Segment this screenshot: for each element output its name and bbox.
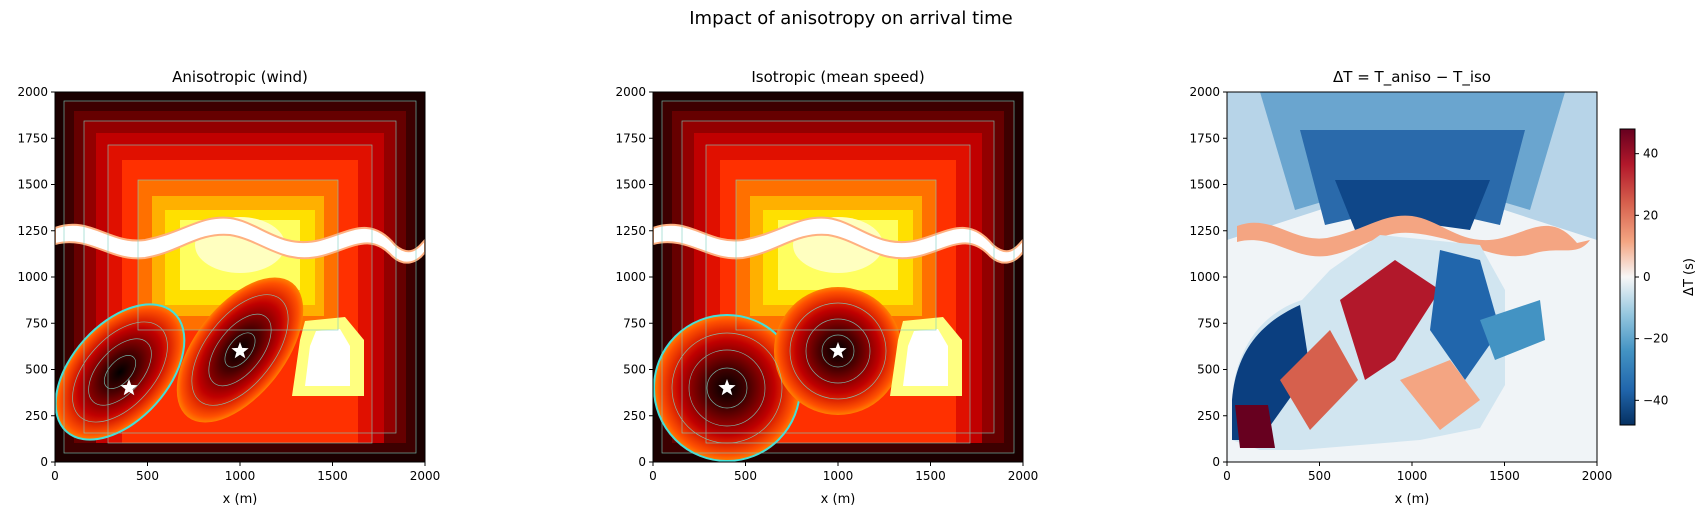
x-tick-label: 500: [1308, 469, 1331, 483]
panel-title: Isotropic (mean speed): [751, 68, 924, 86]
colorbar: 40 20 0 −20 −40 ΔT (s): [1619, 128, 1697, 426]
y-tick-label: 0: [40, 455, 48, 469]
y-tick-label: 0: [1212, 455, 1220, 469]
y-tick-label: 1750: [1189, 131, 1220, 145]
x-tick-label: 2000: [410, 469, 441, 483]
panel-anisotropic: Anisotropic (wind): [17, 68, 440, 507]
y-tick-label: 250: [25, 409, 48, 423]
y-tick-label: 2000: [17, 85, 48, 99]
y-tick-label: 1000: [1189, 270, 1220, 284]
y-tick-label: 1750: [615, 131, 646, 145]
y-tick-label: 250: [1197, 409, 1220, 423]
y-tick-label: 500: [1197, 363, 1220, 377]
x-tick-label: 500: [136, 469, 159, 483]
arrival-time-field: [55, 92, 425, 462]
x-tick-label: 500: [734, 469, 757, 483]
y-tick-label: 1750: [17, 131, 48, 145]
y-tick-label: 250: [623, 409, 646, 423]
y-tick-label: 1500: [1189, 178, 1220, 192]
figure-title: Impact of anisotropy on arrival time: [689, 8, 1012, 29]
y-tick-label: 1250: [17, 224, 48, 238]
y-tick-label: 750: [1197, 316, 1220, 330]
source-star: [718, 379, 736, 396]
colorbar-tick-label: −20: [1643, 332, 1668, 346]
y-tick-label: 500: [623, 363, 646, 377]
arrival-time-field: [653, 92, 1023, 462]
colorbar-label: ΔT (s): [1682, 258, 1697, 296]
y-tick-label: 0: [638, 455, 646, 469]
x-tick-label: 1500: [1489, 469, 1520, 483]
y-tick-label: 1250: [1189, 224, 1220, 238]
panel-title: ΔT = T_aniso − T_iso: [1333, 68, 1491, 87]
colorbar-tick-label: 20: [1643, 208, 1658, 222]
y-tick-label: 1500: [17, 178, 48, 192]
panel-delta-t: ΔT = T_aniso − T_iso 0 500 1000 1500 2000 0 25…: [1189, 68, 1697, 507]
y-tick-label: 500: [25, 363, 48, 377]
x-tick-label: 2000: [1582, 469, 1613, 483]
x-axis-label: x (m): [821, 492, 856, 507]
x-tick-label: 1500: [317, 469, 348, 483]
panel-title: Anisotropic (wind): [172, 68, 308, 86]
source-star: [829, 342, 847, 359]
x-tick-label: 1500: [915, 469, 946, 483]
x-tick-label: 2000: [1008, 469, 1039, 483]
y-tick-label: 1250: [615, 224, 646, 238]
y-tick-label: 2000: [1189, 85, 1220, 99]
y-tick-label: 1500: [615, 178, 646, 192]
colorbar-tick-label: −40: [1643, 393, 1668, 407]
y-tick-label: 750: [623, 316, 646, 330]
x-tick-label: 1000: [1397, 469, 1428, 483]
x-tick-label: 1000: [225, 469, 256, 483]
panel-isotropic: Isotropic (mean speed): [615, 68, 1038, 507]
x-tick-label: 0: [649, 469, 657, 483]
y-tick-label: 750: [25, 316, 48, 330]
source-star: [120, 379, 138, 396]
y-tick-label: 2000: [615, 85, 646, 99]
source-star: [231, 342, 249, 359]
y-tick-label: 1000: [17, 270, 48, 284]
x-tick-label: 0: [51, 469, 59, 483]
x-tick-label: 0: [1223, 469, 1231, 483]
x-axis-label: x (m): [223, 492, 258, 507]
x-axis-label: x (m): [1395, 492, 1430, 507]
colorbar-tick-label: 0: [1643, 270, 1651, 284]
y-tick-label: 1000: [615, 270, 646, 284]
x-tick-label: 1000: [823, 469, 854, 483]
colorbar-tick-label: 40: [1643, 147, 1658, 161]
delta-t-field: [1227, 92, 1597, 462]
